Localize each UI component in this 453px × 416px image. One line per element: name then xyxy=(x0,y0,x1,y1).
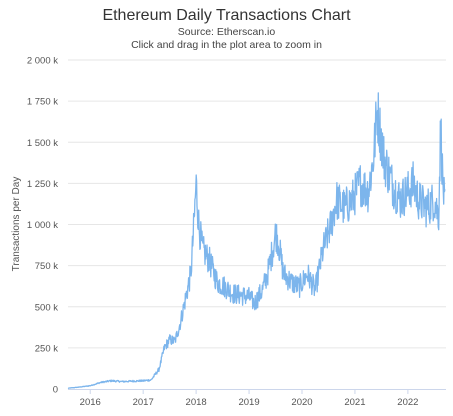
series-line[interactable] xyxy=(67,92,446,389)
y-tick-label: 1 750 k xyxy=(27,97,58,108)
x-tick-label: 2018 xyxy=(186,397,207,408)
y-tick-label: 1 500 k xyxy=(27,138,58,149)
y-tick-label: 2 000 k xyxy=(27,56,58,67)
y-axis-label: Transactions per Day xyxy=(11,177,22,272)
chart-title: Ethereum Daily Transactions Chart xyxy=(102,7,351,24)
plot-area[interactable] xyxy=(67,92,446,389)
y-axis-ticks: 0 250 k 500 k 750 k 1 000 k 1 250 k 1 500 k 1 7… xyxy=(27,56,58,396)
x-tick-label: 2020 xyxy=(291,397,312,408)
y-tick-label: 1 000 k xyxy=(27,220,58,231)
chart-subtitle-source: Source: Etherscan.io xyxy=(178,26,276,38)
x-tick-label: 2022 xyxy=(397,397,418,408)
y-tick-label: 0 xyxy=(53,385,58,396)
y-tick-label: 750 k xyxy=(35,261,58,272)
y-tick-label: 1 250 k xyxy=(27,179,58,190)
x-axis-ticks: 2016 2017 2018 2019 2020 2021 2022 xyxy=(80,389,418,408)
y-tick-label: 250 k xyxy=(35,343,58,354)
x-tick-label: 2019 xyxy=(238,397,259,408)
x-tick-label: 2016 xyxy=(80,397,101,408)
gridlines xyxy=(68,59,446,349)
y-tick-label: 500 k xyxy=(35,302,58,313)
x-tick-label: 2021 xyxy=(344,397,365,408)
x-tick-label: 2017 xyxy=(133,397,154,408)
chart-subtitle-hint: Click and drag in the plot area to zoom … xyxy=(131,39,322,51)
